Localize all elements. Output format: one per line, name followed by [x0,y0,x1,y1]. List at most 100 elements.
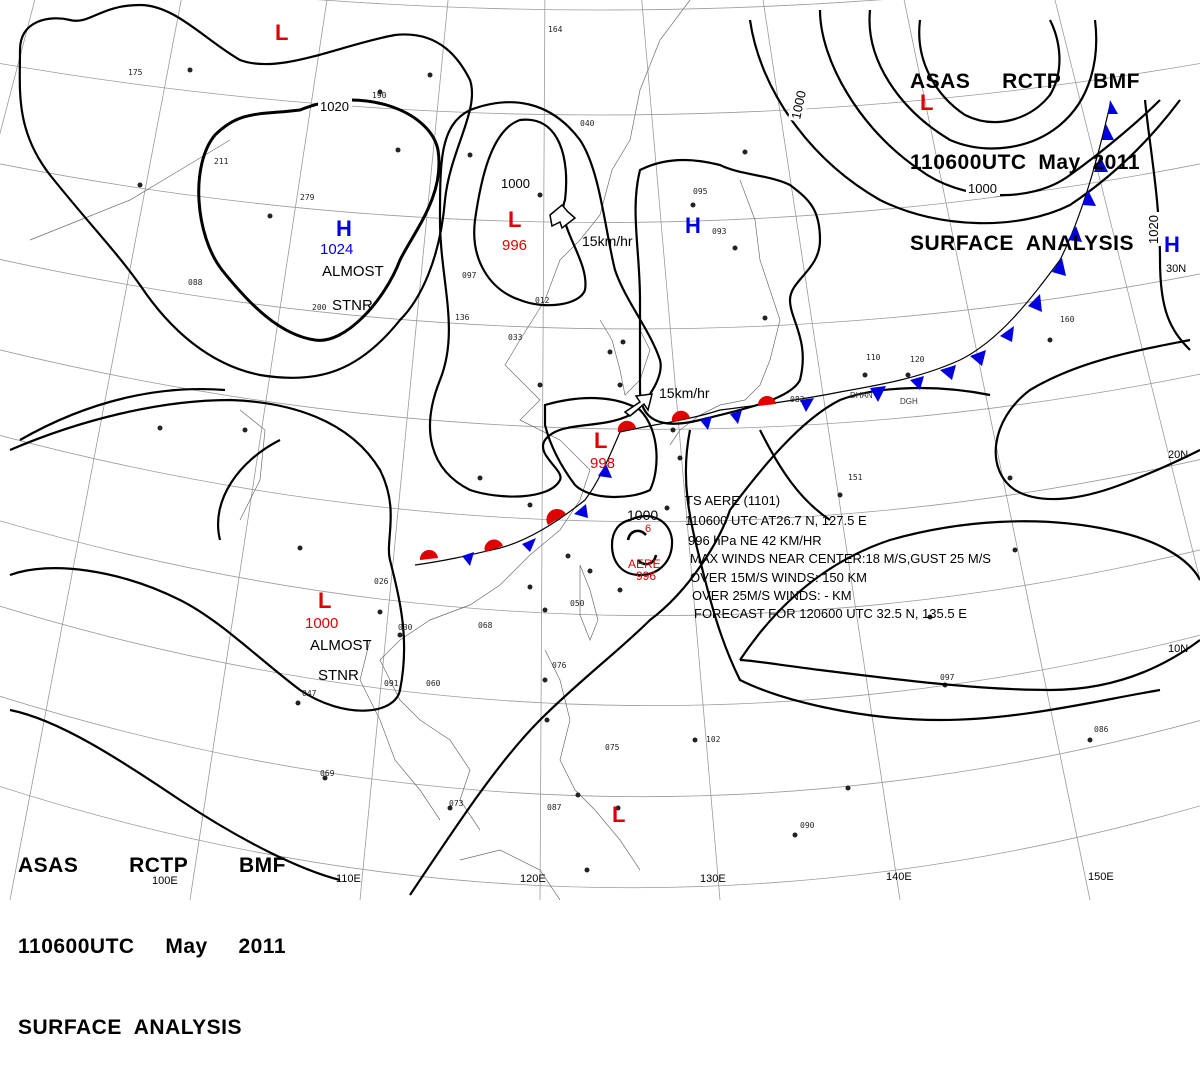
coast-vietnam [359,639,441,821]
station-number: 047 [302,689,317,698]
coast-china [379,0,691,831]
low-letter-sw: L [318,588,331,613]
station-number: 102 [706,735,721,744]
station-number: 088 [188,278,203,287]
pressure-1000-sw: 1000 [305,615,338,632]
isobar-labels: 1020 1000 1000 1000 1000 1020 [318,86,1162,523]
station-number: 012 [535,296,550,305]
station-number: 175 [128,68,143,77]
motion-label-center: 15km/hr [659,385,710,401]
isobar-east-1 [868,9,1098,150]
station-number: 069 [320,769,335,778]
motion-label-north: 15km/hr [582,233,633,249]
station-number: 083 [790,395,805,404]
header-year: 2011 [1092,151,1140,174]
isobar-1000-sw [9,398,406,712]
header-time: 110600UTC [910,151,1027,174]
typhoon-line-2: 110600 UTC AT26.7 N, 127.5 E [685,513,867,528]
header-org: ASAS [910,70,971,93]
header-bottom-line-2: 110600UTC May 2011 [18,933,286,960]
coast-korea [599,319,651,396]
station-number: 279 [300,193,315,202]
header-top: ASAS RCTP BMF 110600UTC May 2011 SURFACE… [910,14,1140,284]
lon-100e: 100E [152,875,178,887]
isobar-1000-aere-ring [610,515,674,577]
station-number: 086 [1094,725,1109,734]
station-number: 030 [398,623,413,632]
station-number: 076 [552,661,567,670]
almost-label-n: ALMOST [322,263,384,280]
isobar-south-east [739,520,1200,692]
coast-inner-1 [29,139,231,241]
isobar-east-trough [994,338,1200,501]
typhoon-line-6: OVER 25M/S WINDS: - KM [692,588,852,603]
isobar-label-1020: 1020 [320,99,349,114]
station-number: 050 [570,599,585,608]
header-bottom-year: 2011 [238,935,286,958]
isobar-1010 [684,429,1161,722]
header-code: BMF [1093,70,1140,93]
stnr-label-s: STNR [318,667,359,684]
station-number: 200 [312,303,327,312]
header-month: May [1038,151,1081,174]
station-number: 160 [1060,315,1075,324]
isobar-996-low [473,118,587,307]
header-line-2: 110600UTC May 2011 [910,149,1140,176]
station-number: 095 [693,187,708,196]
warm-front-semicircles [419,395,776,560]
low-letter-996: L [508,207,521,232]
isobar-998-low [543,396,658,498]
station-number: 190 [372,91,387,100]
typhoon-line-7: FORECAST FOR 120600 UTC 32.5 N, 135.5 E [694,606,967,621]
coast-japan [669,179,781,446]
station-number: 097 [940,673,955,682]
high-letter-center: H [685,213,701,238]
station-number: 151 [848,473,863,482]
coast-luzon [544,649,641,871]
typhoon-symbol [626,529,658,566]
station-number: 060 [426,679,441,688]
station-number: 110 [866,353,881,362]
header-title: SURFACE ANALYSIS [910,232,1134,255]
station-number: 093 [712,227,727,236]
header-line-1: ASAS RCTP BMF [910,68,1140,95]
header-bottom-org: ASAS [18,854,79,877]
isobar-1000-center [428,101,662,498]
header-bottom-line-1: ASAS RCTP BMF [18,852,286,879]
almost-label-s: ALMOST [310,637,372,654]
lat-30n: 30N [1166,263,1186,275]
station-number: 087 [547,803,562,812]
station-number: 068 [478,621,493,630]
isobar-1020-e [1143,99,1191,351]
lat-labels: 30N 20N 10N [1166,263,1188,655]
isobar-trough [19,387,226,441]
pressure-aere: 996 [636,569,656,583]
front-annotations: DHAN DGH [850,391,918,406]
lat-20n: 20N [1168,449,1188,461]
front-label-dgh: DGH [900,397,918,406]
pressure-six: 6 [645,523,651,535]
lon-140e: 140E [886,871,912,883]
isobar-south-west [9,439,341,882]
motion-arrows [549,203,653,417]
lon-120e: 120E [520,873,546,885]
isobar-south-1000 [409,386,991,896]
system-letters: L L L L L L H H H [275,20,1180,827]
lon-130e: 130E [700,873,726,885]
header-bottom: ASAS RCTP BMF 110600UTC May 2011 SURFACE… [18,798,286,1068]
coast-inner-2 [239,409,266,521]
station-number: 073 [449,799,464,808]
isobar-outer-nw [18,3,474,379]
station-number: 136 [455,313,470,322]
isobar-east-2 [918,19,1061,124]
coastlines [29,0,781,900]
stnr-label-n: STNR [332,297,373,314]
header-bottom-month: May [165,935,208,958]
lon-110e: 110E [336,873,361,885]
low-letter-s: L [612,802,625,827]
station-number: 075 [605,743,620,752]
low-letter-n: L [275,20,288,45]
typhoon-line-1: TS AERE (1101) [685,493,780,508]
weather-map: L L L L L L H H H 1024 996 998 1000 996 … [0,0,1200,900]
header-bottom-title: SURFACE ANALYSIS [18,1016,242,1039]
